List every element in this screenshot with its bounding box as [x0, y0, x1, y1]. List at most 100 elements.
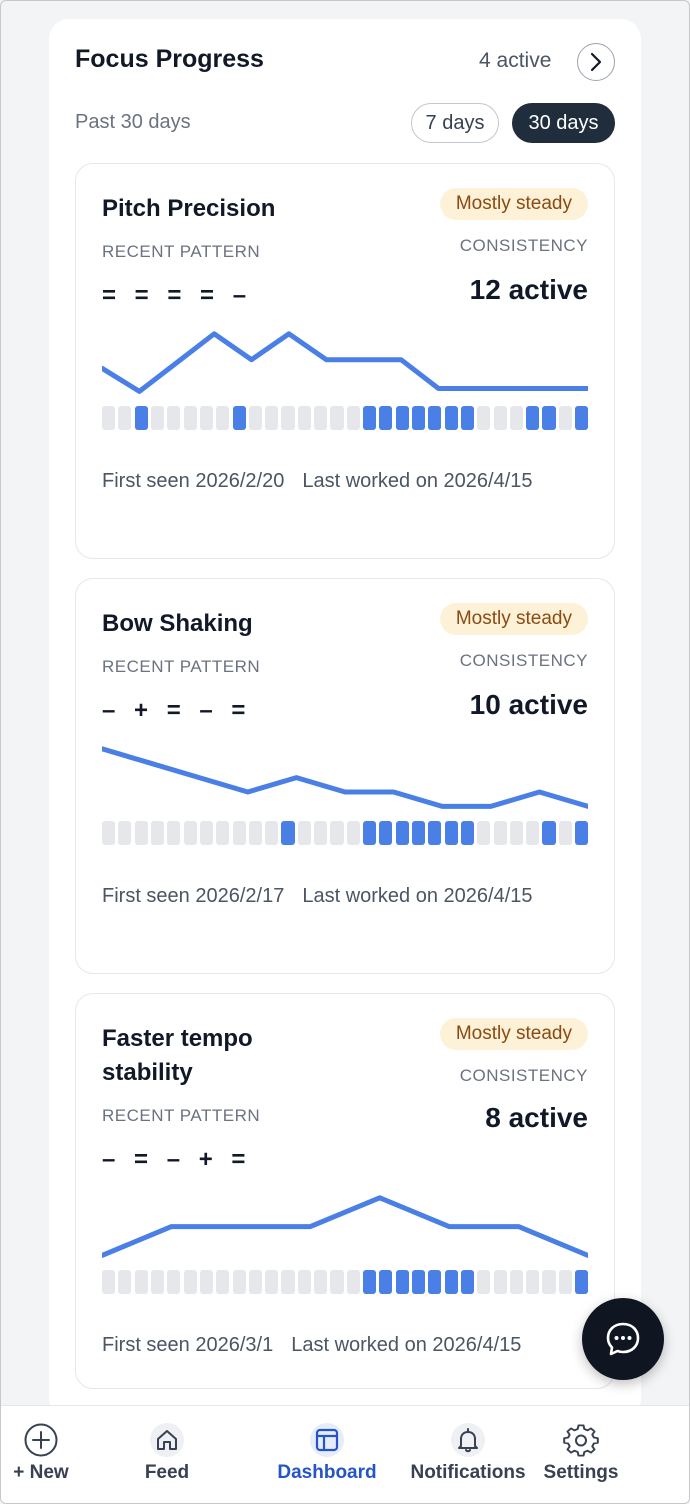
recent-pattern-label: RECENT PATTERN [102, 1106, 261, 1125]
activity-cell-active [428, 821, 442, 845]
activity-cell-active [379, 406, 393, 430]
activity-cell-inactive [493, 1270, 507, 1294]
activity-cell-inactive [216, 406, 230, 430]
activity-cell-active [411, 821, 426, 845]
focus-card-bow-shaking[interactable]: Bow Shaking Mostly steady RECENT PATTERN… [75, 578, 615, 974]
activity-cell-inactive [330, 406, 344, 430]
plus-circle-icon [24, 1423, 58, 1457]
activity-cell-inactive [150, 821, 165, 845]
active-count-label: 4 active [479, 49, 552, 72]
activity-cell-active [444, 406, 458, 430]
activity-cell-inactive [167, 821, 181, 845]
tab-feed[interactable]: Feed [127, 1422, 207, 1484]
activity-cell-inactive [167, 1270, 181, 1294]
activity-cell-inactive [477, 406, 491, 430]
status-badge: Mostly steady [439, 188, 588, 220]
recent-pattern-label: RECENT PATTERN [102, 242, 261, 261]
focus-card-faster-tempo-stability[interactable]: Faster tempo stability Mostly steady REC… [75, 993, 615, 1389]
activity-cell-inactive [477, 1270, 491, 1294]
tab-notifications[interactable]: Notifications [407, 1422, 529, 1484]
status-badge: Mostly steady [439, 603, 588, 635]
activity-cell-inactive [102, 406, 116, 430]
card-title: Bow Shaking [102, 610, 253, 637]
dates-row: First seen 2026/2/20 Last worked on 2026/… [102, 470, 551, 493]
tab-settings-label: Settings [543, 1462, 619, 1483]
trend-sparkline [102, 331, 588, 394]
consistency-value: 8 active [485, 1102, 588, 1133]
trend-line [102, 746, 588, 809]
activity-cell-active [444, 1270, 458, 1294]
activity-cell-inactive [248, 406, 262, 430]
recent-pattern-label: RECENT PATTERN [102, 657, 261, 676]
consistency-label: CONSISTENCY [459, 651, 588, 670]
activity-cell-active [379, 821, 393, 845]
last-worked-date: Last worked on 2026/4/15 [291, 1334, 522, 1356]
activity-cell-inactive [346, 1270, 360, 1294]
activity-cell-inactive [102, 821, 116, 845]
first-seen-date: First seen 2026/2/20 [102, 470, 285, 492]
tab-feed-label: Feed [144, 1462, 190, 1483]
activity-cell-inactive [232, 1270, 246, 1294]
activity-cell-active [444, 821, 458, 845]
activity-cell-active [542, 821, 556, 845]
activity-cell-inactive [509, 1270, 523, 1294]
consistency-label: CONSISTENCY [459, 1066, 588, 1085]
activity-cell-inactive [265, 821, 279, 845]
chevron-right-icon [590, 52, 602, 72]
activity-cell-inactive [558, 821, 572, 845]
activity-cell-active [281, 821, 295, 845]
activity-cell-active [428, 1270, 442, 1294]
consistency-value: 10 active [469, 689, 588, 720]
activity-cell-inactive [118, 406, 132, 430]
tab-settings[interactable]: Settings [537, 1422, 625, 1484]
tab-dashboard[interactable]: Dashboard [271, 1422, 383, 1484]
activity-cell-inactive [199, 821, 213, 845]
trend-line [102, 1195, 588, 1258]
first-seen-date: First seen 2026/3/1 [102, 1334, 274, 1356]
activity-cell-inactive [199, 1270, 213, 1294]
bottom-tab-bar: + New Feed Dashboard Notifications [1, 1405, 689, 1503]
activity-cell-active [395, 1270, 409, 1294]
activity-cell-active [395, 821, 409, 845]
gear-icon [563, 1424, 599, 1457]
recent-pattern-marks: – = – + = [102, 1146, 252, 1173]
activity-cell-active [363, 406, 377, 430]
recent-pattern-marks: – + = – = [102, 697, 252, 724]
card-title: Pitch Precision [102, 195, 276, 222]
dates-row: First seen 2026/2/17 Last worked on 2026/… [102, 885, 551, 908]
chat-button[interactable] [582, 1298, 664, 1380]
activity-cell-active [395, 406, 409, 430]
activity-cell-active [575, 406, 589, 430]
dashboard-icon [310, 1423, 344, 1457]
range-description: Past 30 days [75, 111, 191, 133]
activity-cell-inactive [118, 821, 132, 845]
activity-cell-active [363, 821, 377, 845]
activity-cell-inactive [477, 821, 491, 845]
activity-cell-inactive [150, 406, 165, 430]
activity-cell-inactive [232, 821, 246, 845]
view-all-button[interactable] [577, 43, 615, 81]
activity-cell-inactive [297, 406, 311, 430]
focus-progress-panel: Focus Progress 4 active Past 30 days 7 d… [49, 19, 641, 1419]
range-7-days-button[interactable]: 7 days [411, 103, 499, 143]
card-title: Faster tempo stability [102, 1025, 253, 1086]
last-worked-date: Last worked on 2026/4/15 [302, 470, 533, 492]
activity-cells [102, 1270, 589, 1294]
activity-cell-inactive [199, 406, 213, 430]
activity-cell-inactive [330, 821, 344, 845]
activity-cell-active [460, 406, 474, 430]
tab-dashboard-label: Dashboard [277, 1462, 377, 1483]
activity-cell-active [460, 1270, 474, 1294]
trend-sparkline [102, 746, 588, 809]
range-30-days-button[interactable]: 30 days [512, 103, 615, 143]
activity-cell-active [134, 406, 148, 430]
tab-new[interactable]: + New [9, 1422, 73, 1484]
activity-cell-inactive [248, 1270, 262, 1294]
activity-cell-inactive [150, 1270, 165, 1294]
chat-bubble-icon [606, 1322, 640, 1356]
activity-cell-inactive [183, 1270, 197, 1294]
activity-cell-inactive [134, 1270, 148, 1294]
focus-card-pitch-precision[interactable]: Pitch Precision Mostly steady RECENT PAT… [75, 163, 615, 559]
activity-cell-inactive [167, 406, 181, 430]
